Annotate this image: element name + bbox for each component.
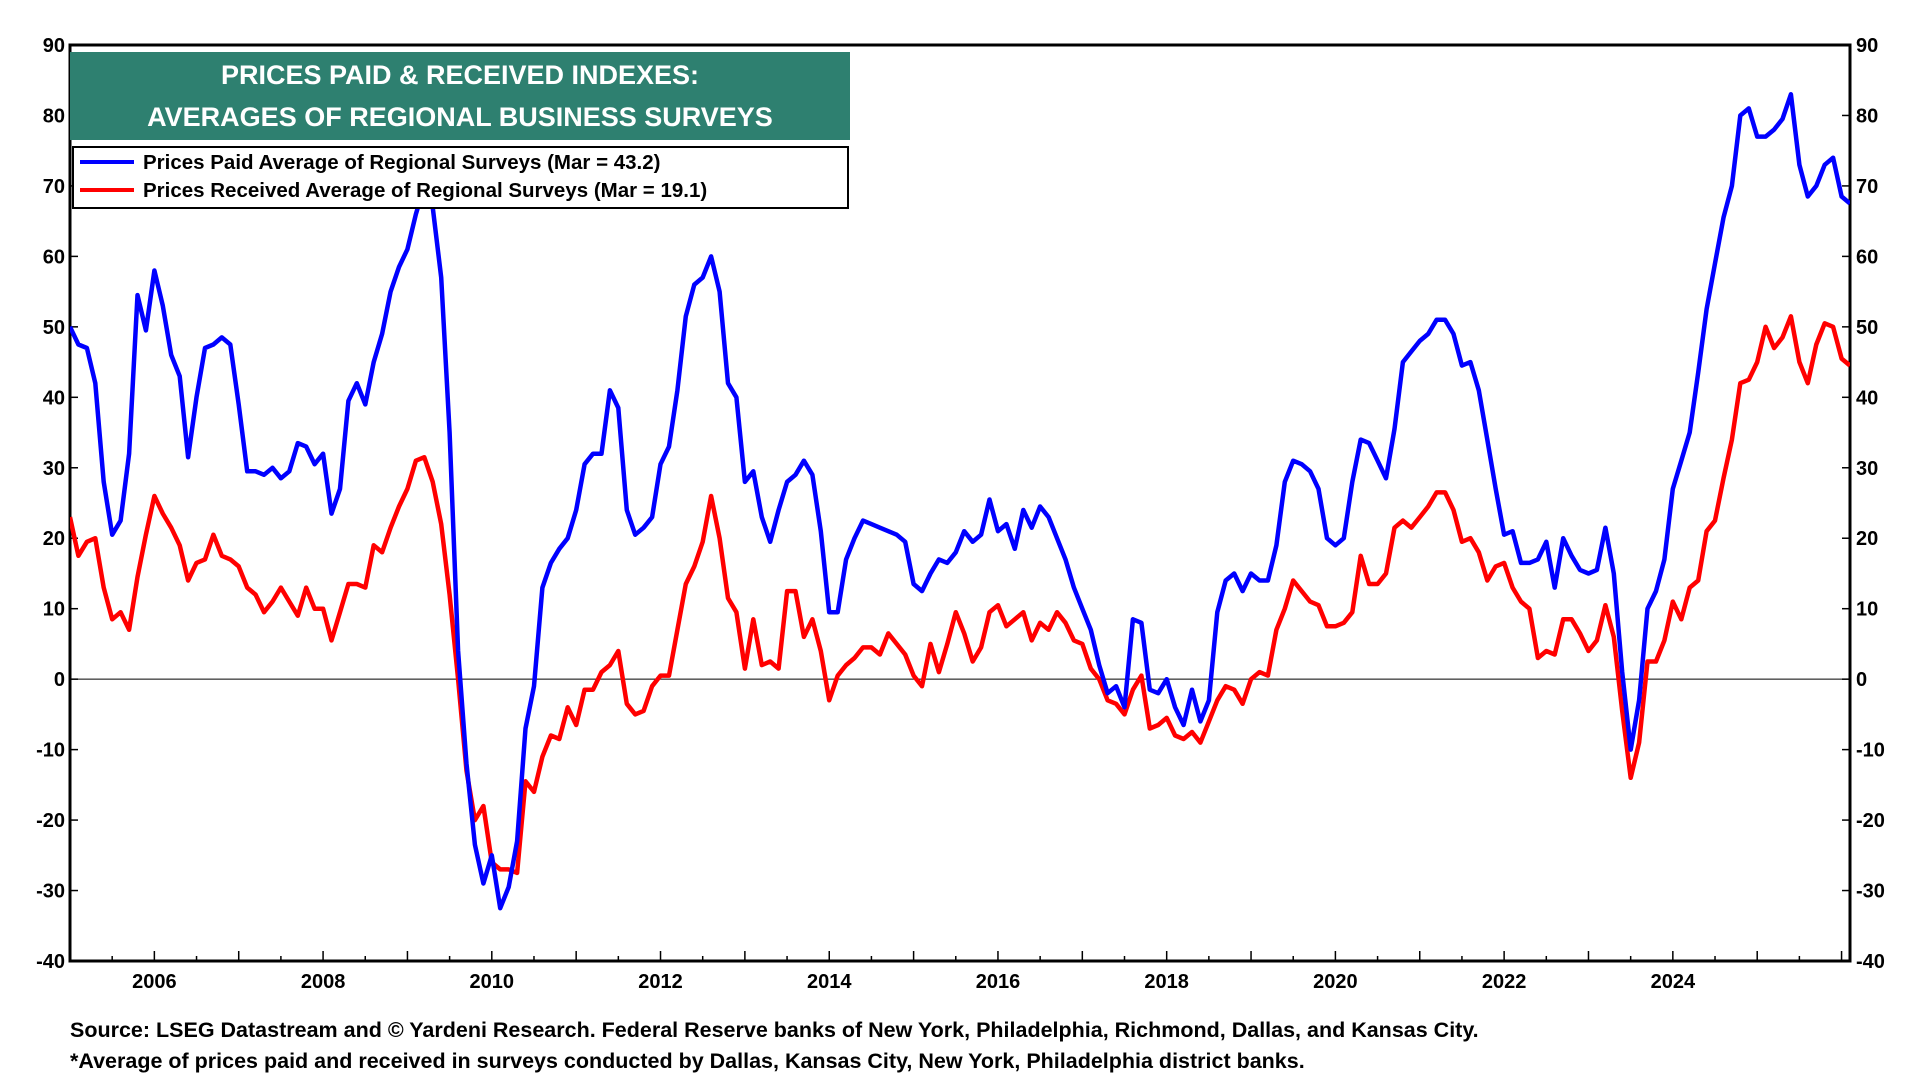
chart-title-line-1: PRICES PAID & RECEIVED INDEXES: <box>221 60 699 90</box>
legend-label-received: Prices Received Average of Regional Surv… <box>143 179 707 202</box>
y-axis-left-labels: 90 80 70 60 50 40 30 20 10 0 -10 -20 -30 -40 <box>36 35 65 973</box>
y-tick-label-left: 80 <box>43 105 65 127</box>
chart-title-background <box>70 52 850 140</box>
x-tick-label: 2022 <box>1482 971 1527 993</box>
y-tick-label-right: 20 <box>1856 528 1878 550</box>
y-tick-label-left: 70 <box>43 176 65 198</box>
y-tick-label-left: 40 <box>43 387 65 409</box>
y-tick-label-left: -30 <box>36 881 65 903</box>
series-line-prices-paid <box>70 92 1850 911</box>
chart-title-box: PRICES PAID & RECEIVED INDEXES: AVERAGES… <box>70 52 850 140</box>
legend-label-paid: Prices Paid Average of Regional Surveys … <box>143 151 660 174</box>
y-tick-label-right: 0 <box>1856 669 1867 691</box>
y-tick-label-left: 60 <box>43 246 65 268</box>
y-tick-label-left: -10 <box>36 740 65 762</box>
x-tick-label: 2008 <box>301 971 346 993</box>
y-tick-label-left: -40 <box>36 951 65 973</box>
plot-frame <box>68 43 1852 963</box>
y-tick-label-right: -20 <box>1856 810 1885 832</box>
x-tick-label: 2014 <box>807 971 852 993</box>
x-tick-label: 2024 <box>1651 971 1696 993</box>
note-footnote: *Average of prices paid and received in … <box>70 1049 1305 1073</box>
chart-title-line-2: AVERAGES OF REGIONAL BUSINESS SURVEYS <box>147 102 773 132</box>
y-tick-label-left: 20 <box>43 528 65 550</box>
x-tick-label: 2016 <box>976 971 1021 993</box>
series-lines <box>70 92 1850 911</box>
y-tick-label-right: -40 <box>1856 951 1885 973</box>
y-tick-label-right: -30 <box>1856 881 1885 903</box>
y-tick-label-left: 90 <box>43 35 65 57</box>
legend: Prices Paid Average of Regional Surveys … <box>72 146 849 209</box>
x-tick-label: 2020 <box>1313 971 1358 993</box>
x-tick-label: 2006 <box>132 971 177 993</box>
y-tick-label-right: 10 <box>1856 599 1878 621</box>
y-axis-right-labels: 90 80 70 60 50 40 30 20 10 0 -10 -20 -30 -40 <box>1856 35 1885 973</box>
y-tick-label-right: 70 <box>1856 176 1878 198</box>
source-footnote: Source: LSEG Datastream and © Yardeni Re… <box>70 1018 1479 1042</box>
y-tick-label-right: 50 <box>1856 317 1878 339</box>
y-tick-label-left: 10 <box>43 599 65 621</box>
y-tick-label-right: -10 <box>1856 740 1885 762</box>
y-tick-label-right: 30 <box>1856 458 1878 480</box>
y-tick-label-right: 40 <box>1856 387 1878 409</box>
y-tick-label-right: 90 <box>1856 35 1878 57</box>
series-line-prices-received <box>70 314 1850 876</box>
y-tick-label-left: 30 <box>43 458 65 480</box>
y-tick-label-right: 80 <box>1856 105 1878 127</box>
x-tick-label: 2012 <box>638 971 683 993</box>
x-tick-label: 2018 <box>1144 971 1189 993</box>
y-tick-label-left: -20 <box>36 810 65 832</box>
y-tick-label-left: 0 <box>54 669 65 691</box>
y-tick-label-right: 60 <box>1856 246 1878 268</box>
y-tick-label-left: 50 <box>43 317 65 339</box>
legend-box <box>72 146 849 209</box>
x-tick-label: 2010 <box>470 971 515 993</box>
x-axis-labels: 2006 2008 2010 2012 2014 2016 2018 2020 2022 2024 <box>132 971 1696 993</box>
